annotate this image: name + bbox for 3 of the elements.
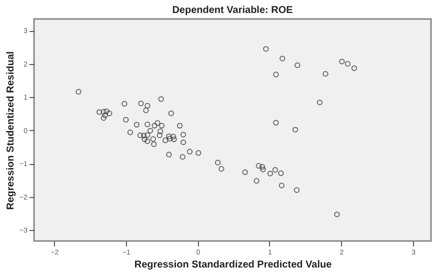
chart-title: Dependent Variable: ROE: [172, 5, 294, 16]
y-axis-title: Regression Studentized Residual: [6, 51, 17, 210]
x-axis-title: Regression Standardized Predicted Value: [134, 260, 332, 270]
